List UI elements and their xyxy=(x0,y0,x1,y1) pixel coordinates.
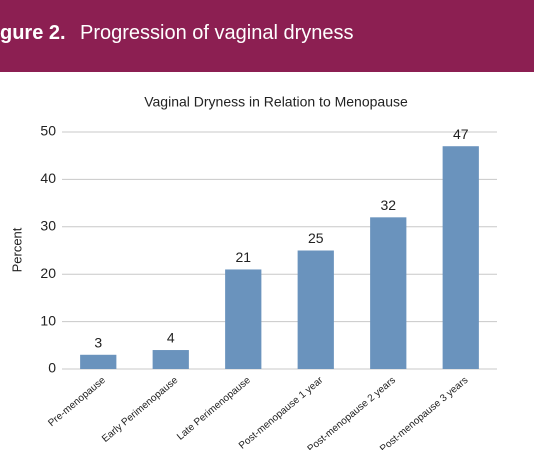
bar xyxy=(442,146,479,369)
value-label: 3 xyxy=(94,334,102,350)
figure-number: gure 2. xyxy=(0,22,66,44)
x-tick-label: Late Perimenopause xyxy=(175,375,253,443)
y-tick-label: 30 xyxy=(40,218,56,234)
x-tick-label: Early Perimenopause xyxy=(100,375,181,445)
y-tick-label: 0 xyxy=(48,360,56,376)
x-tick-label: Post-menopause 1 year xyxy=(237,374,326,450)
value-label: 21 xyxy=(235,249,251,265)
bar xyxy=(297,250,334,369)
header-band: gure 2. Progression of vaginal dryness xyxy=(0,0,534,72)
y-tick-label: 20 xyxy=(40,265,56,281)
value-label: 25 xyxy=(308,230,324,246)
bar xyxy=(225,269,262,369)
bar xyxy=(80,354,117,369)
y-tick-label: 10 xyxy=(40,312,56,328)
y-tick-label: 40 xyxy=(40,170,56,186)
value-label: 32 xyxy=(380,197,396,213)
value-label: 47 xyxy=(453,126,469,142)
bar xyxy=(152,350,189,369)
x-tick-label: Pre-menopause xyxy=(46,375,108,429)
y-axis-label: Percent xyxy=(9,227,24,272)
bar xyxy=(370,217,407,369)
chart: Vaginal Dryness in Relation to Menopause… xyxy=(9,94,497,450)
y-tick-label: 50 xyxy=(40,123,56,139)
value-label: 4 xyxy=(167,330,175,346)
chart-title: Vaginal Dryness in Relation to Menopause xyxy=(144,94,408,110)
figure-caption: Progression of vaginal dryness xyxy=(80,22,354,44)
